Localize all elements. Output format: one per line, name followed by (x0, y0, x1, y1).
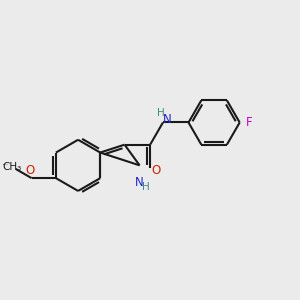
Text: H: H (157, 108, 164, 118)
Text: methoxy: methoxy (2, 164, 9, 165)
Text: CH₃: CH₃ (2, 162, 21, 172)
Text: N: N (135, 176, 144, 189)
Text: F: F (246, 116, 252, 129)
Text: O: O (152, 164, 161, 177)
Text: H: H (142, 182, 150, 192)
Text: O: O (26, 164, 35, 177)
Text: N: N (163, 113, 171, 126)
